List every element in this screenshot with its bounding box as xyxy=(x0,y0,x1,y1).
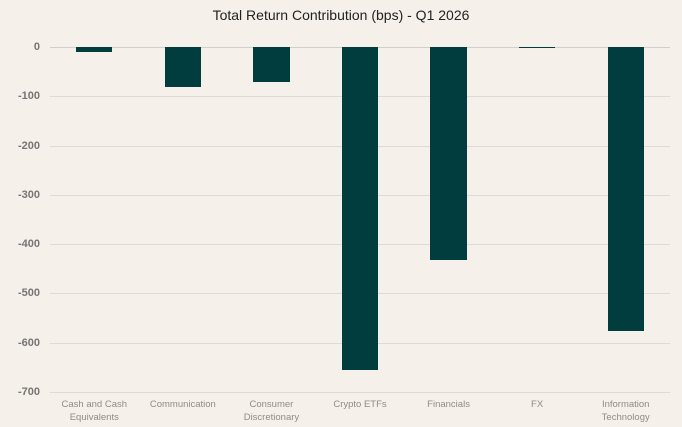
y-tick-label--700: -700 xyxy=(17,386,40,398)
x-tick-label-consumer-discretionary: Consumer Discretionary xyxy=(243,399,300,423)
chart-title: Total Return Contribution (bps) - Q1 202… xyxy=(212,7,470,23)
plot-area xyxy=(50,47,670,393)
bar-financials xyxy=(430,47,467,260)
x-tick-label-financials: Financials xyxy=(427,399,470,410)
y-tick-label--400: -400 xyxy=(17,238,40,251)
x-tick-label-fx: FX xyxy=(531,399,544,410)
x-axis: Cash and Cash Equivalents Communication Co… xyxy=(50,399,670,427)
bar-information-technology xyxy=(607,47,644,332)
x-tick-label-information-technology: Information Technology xyxy=(601,399,650,423)
y-tick-label--600: -600 xyxy=(17,336,40,349)
gridline--700 xyxy=(50,392,670,393)
y-axis: 0 -100 -200 -300 -400 -500 -600 -700 xyxy=(0,41,40,398)
x-tick-label-crypto-etfs: Crypto ETFs xyxy=(333,399,387,410)
bar-consumer-discretionary xyxy=(253,47,290,83)
bar-crypto-etfs xyxy=(341,47,379,370)
bar-cash-and-cash-equivalents xyxy=(76,47,113,52)
y-tick-label--200: -200 xyxy=(17,139,40,152)
bar-fx xyxy=(518,47,556,49)
y-tick-label-0: 0 xyxy=(33,41,40,53)
y-tick-label--300: -300 xyxy=(17,188,40,201)
y-tick-label--100: -100 xyxy=(17,90,40,103)
bar-communication xyxy=(164,47,201,88)
y-tick-label--500: -500 xyxy=(17,287,40,300)
x-tick-label-communication: Communication xyxy=(149,399,216,410)
x-tick-label-cash-and-cash-equivalents: Cash and Cash Equivalents xyxy=(61,399,128,423)
